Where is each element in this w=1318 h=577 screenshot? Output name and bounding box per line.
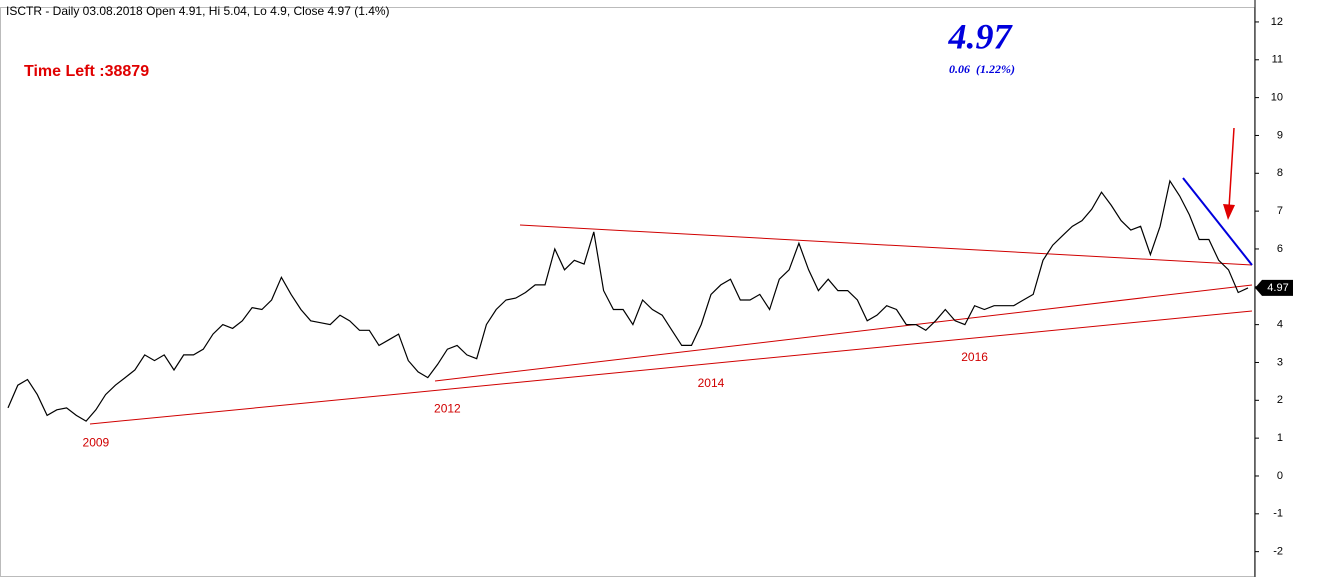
price-tag: 4.97 (1267, 282, 1288, 294)
arrow (1228, 127, 1235, 209)
last-price: 4.97 (948, 16, 1014, 56)
y-tick-label: 2 (1277, 394, 1283, 406)
price-line (7, 179, 1249, 422)
timer: Time Left :38879 (24, 63, 149, 80)
x-tick-label: 2016 (961, 350, 988, 364)
chart-title: ISCTR - Daily 03.08.2018 Open 4.91, Hi 5… (6, 4, 390, 18)
y-tick-label: -2 (1273, 546, 1283, 558)
y-tick-label: 0 (1277, 470, 1283, 482)
y-tick-label: 1 (1277, 432, 1283, 444)
price-tag-box (1255, 279, 1293, 296)
y-tick-label: 11 (1272, 54, 1283, 66)
y-tick-label: 4 (1277, 319, 1283, 331)
plot-frame (0, 7, 1255, 577)
arrow-head (1223, 204, 1235, 220)
y-tick-label: 7 (1277, 205, 1283, 217)
trendline (519, 224, 1253, 266)
x-tick-label: 2009 (83, 436, 110, 450)
trendline (434, 284, 1253, 382)
x-tick-label: 2014 (698, 376, 725, 390)
trendline (89, 310, 1253, 425)
y-tick-label: 6 (1277, 243, 1283, 255)
change: 0.06 (1.22%) (949, 62, 1015, 76)
x-tick-label: 2012 (434, 401, 461, 415)
trendline (1182, 177, 1253, 266)
y-tick-label: 10 (1271, 92, 1283, 104)
y-tick-label: 9 (1277, 129, 1283, 141)
y-tick-label: 12 (1271, 16, 1283, 28)
y-tick-label: 8 (1277, 167, 1283, 179)
y-tick-label: -1 (1273, 508, 1283, 520)
y-tick-label: 3 (1277, 356, 1283, 368)
